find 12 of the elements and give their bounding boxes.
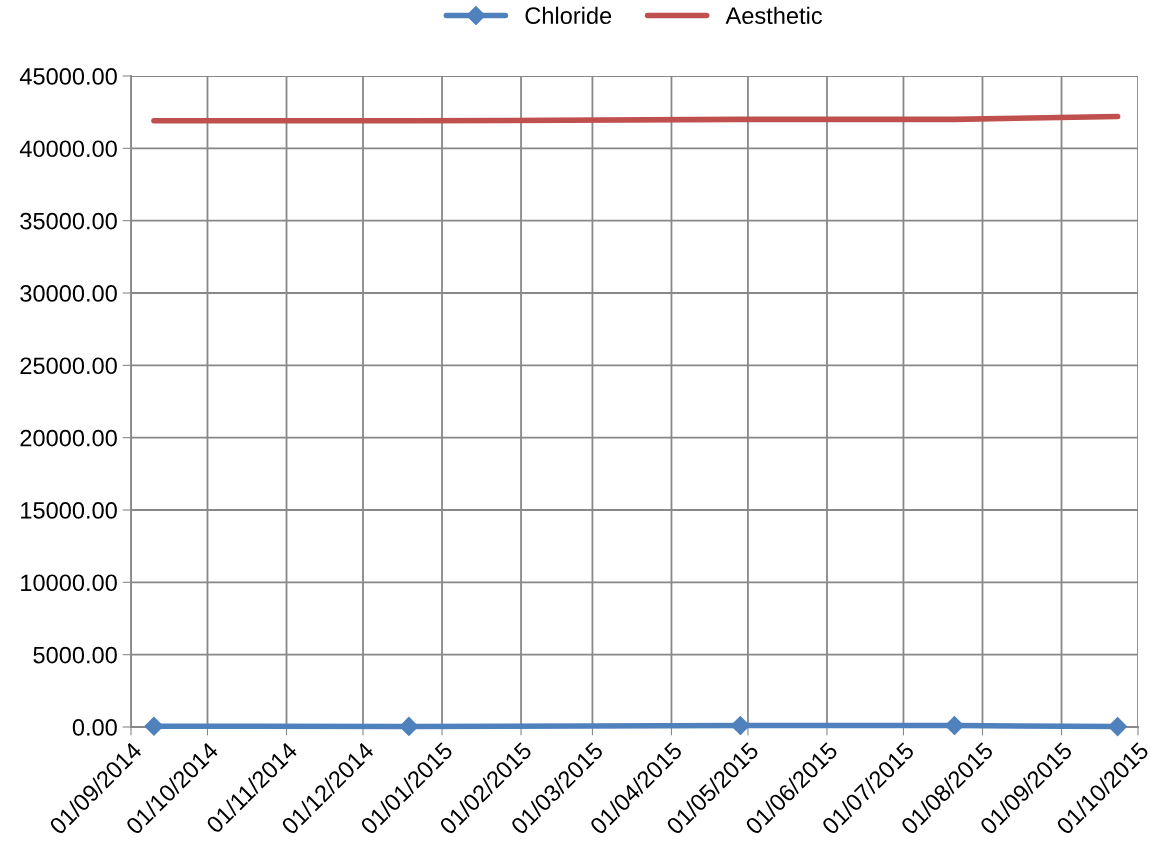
legend-label: Chloride [525, 6, 612, 25]
y-tick-label: 45000.00 [19, 68, 117, 85]
y-tick-label: 10000.00 [21, 574, 117, 592]
y-tick-label: 0.00 [72, 719, 117, 736]
legend-label: Aesthetic [725, 6, 823, 25]
y-tick-label: 30000.00 [20, 285, 117, 302]
y-tick-label: 5000.00 [33, 646, 117, 664]
y-tick-label: 40000.00 [19, 140, 117, 158]
y-tick-label: 15000.00 [21, 502, 117, 519]
y-tick-label: 35000.00 [20, 212, 117, 230]
y-tick-label: 20000.00 [20, 429, 117, 447]
y-tick-label: 25000.00 [20, 357, 117, 375]
